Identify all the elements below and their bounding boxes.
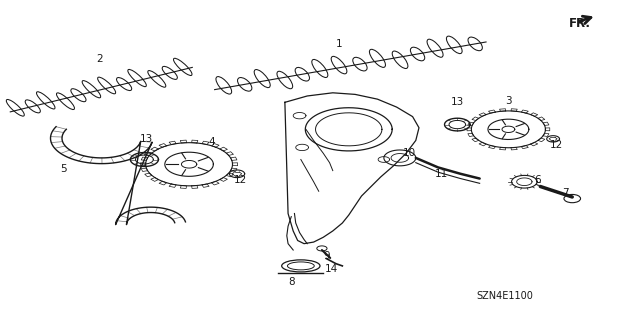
Text: 6: 6 — [534, 175, 540, 185]
Text: 9: 9 — [323, 251, 330, 261]
Text: 10: 10 — [403, 148, 416, 158]
Text: 8: 8 — [288, 277, 294, 287]
Text: 14: 14 — [325, 264, 338, 274]
Text: 5: 5 — [60, 164, 67, 174]
Text: 7: 7 — [563, 188, 569, 198]
Text: 12: 12 — [234, 175, 247, 185]
Text: FR.: FR. — [569, 17, 591, 30]
Text: 13: 13 — [140, 134, 153, 144]
Text: 12: 12 — [550, 140, 563, 150]
Text: 13: 13 — [451, 97, 464, 107]
Text: 11: 11 — [435, 169, 448, 179]
Text: 3: 3 — [505, 96, 512, 106]
Text: 2: 2 — [97, 55, 103, 64]
Text: 4: 4 — [208, 137, 215, 147]
Text: SZN4E1100: SZN4E1100 — [477, 291, 534, 301]
Text: 1: 1 — [336, 39, 342, 48]
